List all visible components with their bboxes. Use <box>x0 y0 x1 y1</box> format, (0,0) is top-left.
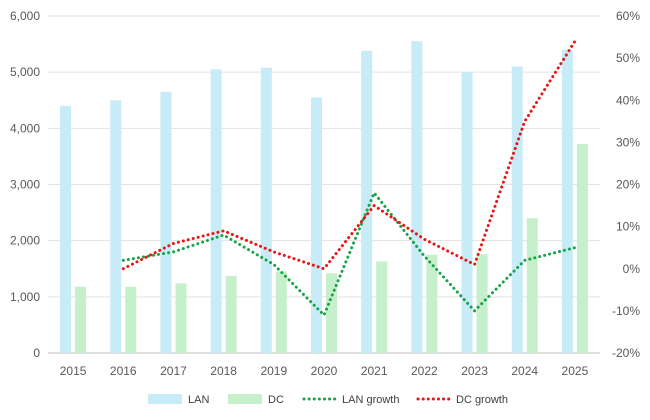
x-tick-label: 2025 <box>562 364 589 378</box>
x-tick-label: 2024 <box>511 364 538 378</box>
bar-dc <box>526 218 538 353</box>
bar-lan <box>511 66 523 354</box>
bar-lan <box>311 97 322 353</box>
line-lan-growth <box>121 191 577 317</box>
y-right-tick-label: 30% <box>616 135 640 149</box>
y-right-tick-label: -20% <box>612 346 640 360</box>
y-left-tick-label: 2,000 <box>10 234 40 248</box>
bar-lan <box>110 100 122 353</box>
legend-label-lan-growth: LAN growth <box>342 394 399 406</box>
x-tick-label: 2020 <box>311 364 338 378</box>
legend-label-dc-growth: DC growth <box>456 394 508 406</box>
bar-dc <box>376 261 388 353</box>
y-left-tick-label: 4,000 <box>10 121 40 135</box>
x-tick-label: 2022 <box>411 364 438 378</box>
legend-swatch-dc <box>228 394 262 404</box>
bar-lan <box>361 50 373 353</box>
bar-lan <box>60 105 72 353</box>
bar-series <box>60 41 588 354</box>
x-tick-label: 2023 <box>461 364 488 378</box>
y-right-tick-label: 10% <box>616 220 640 234</box>
bar-dc <box>576 144 588 353</box>
bar-lan <box>461 72 473 354</box>
y-right-tick-label: -10% <box>612 304 640 318</box>
bar-lan <box>260 67 272 353</box>
y-left-tick-label: 5,000 <box>10 65 40 79</box>
x-tick-label: 2015 <box>60 364 87 378</box>
bar-dc <box>75 286 87 353</box>
y-left-tick-label: 1,000 <box>10 290 40 304</box>
gridlines <box>48 15 600 354</box>
bar-dc <box>225 276 237 353</box>
y-left-tick-label: 0 <box>33 346 40 360</box>
x-tick-label: 2016 <box>110 364 137 378</box>
axes: 0 1,000 2,000 3,000 4,000 5,000 6,000 -20% -10% 0… <box>10 9 640 378</box>
line-series <box>121 39 577 317</box>
bar-dc <box>326 273 337 353</box>
bar-lan <box>160 91 172 353</box>
bar-dc <box>125 286 137 353</box>
legend-label-dc: DC <box>268 394 284 406</box>
y-right-tick-label: 40% <box>616 93 640 107</box>
y-left-tick-label: 6,000 <box>10 9 40 23</box>
bar-lan <box>411 41 423 354</box>
legend: LAN DC LAN growth DC growth <box>148 394 508 406</box>
y-right-tick-label: 20% <box>616 178 640 192</box>
y-right-tick-label: 60% <box>616 9 640 23</box>
bar-dc <box>426 254 438 353</box>
y-left-tick-label: 3,000 <box>10 178 40 192</box>
bar-lan <box>561 49 573 353</box>
x-tick-label: 2019 <box>260 364 287 378</box>
bar-dc <box>175 283 187 353</box>
line-dc-growth <box>121 39 577 271</box>
bar-lan <box>210 69 222 353</box>
x-tick-label: 2021 <box>361 364 388 378</box>
y-right-tick-label: 0% <box>623 262 641 276</box>
y-right-tick-label: 50% <box>616 51 640 65</box>
bar-dc <box>275 271 287 353</box>
legend-label-lan: LAN <box>188 394 209 406</box>
x-tick-label: 2017 <box>160 364 187 378</box>
x-tick-label: 2018 <box>210 364 237 378</box>
legend-swatch-lan <box>148 394 182 404</box>
